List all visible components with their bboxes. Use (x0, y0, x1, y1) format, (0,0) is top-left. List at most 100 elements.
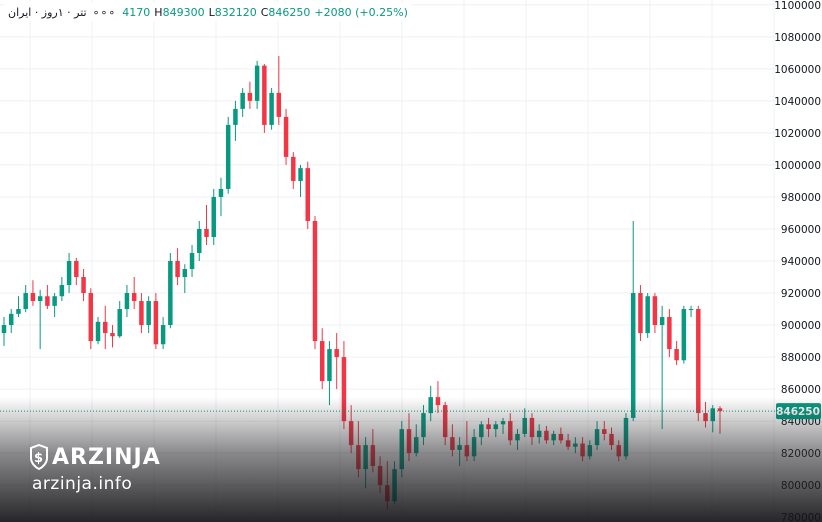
candle (544, 425, 549, 444)
candle (168, 252, 173, 329)
candle-body (175, 261, 180, 278)
y-tick-label: 780000 (781, 512, 821, 522)
y-tick-label: 1040000 (774, 96, 821, 108)
candle (327, 341, 332, 406)
dollar-shield-icon: $ (30, 444, 48, 470)
candle (117, 301, 122, 338)
candle-body (319, 341, 325, 382)
candle-body (247, 92, 253, 101)
candle-body (16, 309, 21, 314)
candle (74, 257, 79, 286)
candle (602, 421, 607, 441)
candle (370, 429, 376, 473)
candle-body (240, 92, 245, 109)
candle (197, 220, 202, 261)
candle (399, 421, 405, 478)
candle (406, 413, 412, 462)
candle-body (529, 417, 535, 438)
close-value: 846250 (268, 5, 311, 19)
last-price-label: 846250 (776, 406, 820, 418)
candle (609, 427, 614, 450)
candle-body (182, 269, 188, 278)
candle-body (291, 156, 296, 181)
candle (240, 88, 245, 117)
candle (363, 437, 368, 489)
candle-body (573, 443, 578, 447)
candle (558, 427, 564, 444)
low-label: L (208, 5, 215, 19)
candle-body (160, 325, 166, 345)
candle (81, 269, 86, 302)
price-axis[interactable]: 7800008000008200008400008600008800009000… (774, 0, 821, 522)
candle-body (392, 469, 397, 502)
candle-body (363, 445, 368, 470)
candle-body (500, 421, 506, 425)
candle (717, 406, 723, 434)
candle (160, 317, 166, 350)
candle (8, 309, 14, 334)
candle (515, 429, 520, 450)
y-tick-label: 980000 (781, 192, 821, 204)
candle-body (8, 313, 14, 326)
candle (573, 437, 578, 454)
candle (189, 244, 195, 278)
candle (348, 405, 354, 454)
candle-body (312, 220, 318, 342)
low-value: 832120 (214, 5, 257, 19)
candle-body (88, 293, 94, 342)
change-value: +2080 (+0.25%) (314, 5, 408, 19)
y-tick-label: 860000 (781, 384, 821, 396)
candle (153, 293, 159, 350)
candle-body (486, 424, 491, 430)
candle-body (23, 293, 28, 310)
candle (341, 341, 347, 430)
candle-body (385, 485, 390, 502)
watermark-logo: $ ARZINJA arzinja.info (30, 444, 161, 494)
candle (356, 421, 361, 478)
candle (500, 417, 506, 434)
candle-body (522, 417, 527, 434)
candle-body (153, 301, 159, 345)
candle (667, 309, 672, 358)
candle-body (493, 424, 499, 430)
more-dots-icon[interactable]: ∘∘∘ (92, 5, 117, 19)
candle-body (225, 124, 231, 189)
candle (580, 437, 585, 462)
candle-body (218, 188, 224, 197)
y-tick-label: 960000 (781, 224, 821, 236)
symbol-title[interactable]: تتر · ۱روز · ایران (8, 5, 87, 19)
candle-body (406, 429, 412, 454)
candle-body (602, 429, 607, 434)
candle-body (334, 349, 339, 358)
candle-body (276, 92, 282, 117)
candle (23, 285, 28, 313)
y-tick-label: 940000 (781, 256, 821, 268)
candle-body (103, 321, 108, 334)
candle-body (117, 309, 122, 337)
candle-body (414, 437, 419, 454)
candle-body (74, 261, 79, 278)
y-tick-label: 1080000 (774, 32, 821, 44)
candle (594, 421, 600, 450)
y-tick-label: 820000 (781, 448, 821, 460)
candle-body (254, 65, 260, 101)
candle (95, 317, 101, 345)
candle-body (110, 333, 115, 337)
candle-body (399, 429, 405, 470)
candle-body (52, 296, 57, 306)
candle (139, 293, 144, 334)
candle-body (623, 417, 629, 457)
site-url: arzinja.info (32, 474, 133, 494)
candle (182, 264, 188, 294)
y-tick-label: 920000 (781, 288, 821, 300)
candle (305, 161, 310, 229)
candle-body (544, 430, 549, 441)
candle-body (435, 397, 441, 406)
y-tick-label: 800000 (781, 480, 821, 492)
candle-body (508, 421, 513, 441)
candle-body (565, 440, 571, 447)
close-label: C (260, 5, 269, 19)
y-tick-label: 1000000 (774, 160, 821, 172)
candle (175, 248, 180, 286)
candle (88, 288, 94, 350)
